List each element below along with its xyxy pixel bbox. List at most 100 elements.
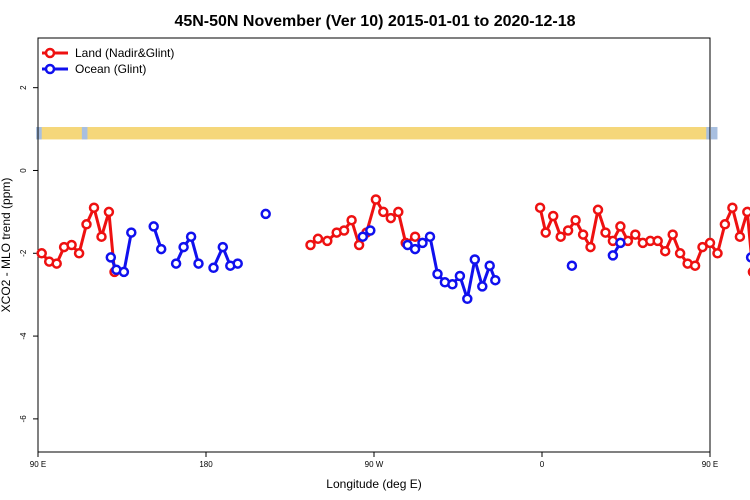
y-tick-label: -2 <box>19 249 28 257</box>
data-point <box>96 231 107 242</box>
data-point <box>88 202 100 213</box>
data-point <box>393 206 404 218</box>
data-point <box>667 229 678 240</box>
data-point <box>697 241 708 253</box>
data-point <box>615 221 626 232</box>
x-tick-label: 90 E <box>702 460 718 469</box>
data-point <box>66 239 77 251</box>
data-point <box>338 225 350 236</box>
data-point <box>378 206 389 218</box>
legend-label-land: Land (Nadir&Glint) <box>75 46 174 60</box>
data-point <box>353 239 365 251</box>
data-point <box>402 239 413 251</box>
data-point <box>126 227 137 238</box>
data-point <box>409 231 421 242</box>
data-point <box>534 202 546 213</box>
data-point <box>81 219 92 230</box>
x-tick-label: 90 W <box>365 460 384 469</box>
land-mask-strip <box>36 127 718 140</box>
data-point <box>322 235 333 247</box>
data-point <box>105 252 117 263</box>
data-point <box>585 241 596 253</box>
x-tick-label: 90 E <box>30 460 46 469</box>
data-point <box>727 202 738 213</box>
y-axis-label: XCO2 - MLO trend (ppm) <box>0 178 13 313</box>
data-point <box>652 235 663 247</box>
data-point <box>659 245 671 257</box>
data-point <box>185 231 197 242</box>
data-point <box>734 231 746 242</box>
data-point <box>370 194 382 205</box>
strip-ocean-band <box>706 127 710 140</box>
data-point <box>432 268 443 280</box>
data-point <box>178 241 189 253</box>
data-point <box>615 237 626 249</box>
data-point <box>469 254 481 265</box>
series-line <box>174 235 200 265</box>
x-axis: 90 E 180 90 W 0 90 E <box>30 452 718 469</box>
data-point <box>217 241 229 253</box>
data-point <box>607 250 619 261</box>
y-tick-label: 2 <box>19 85 28 90</box>
data-point <box>155 243 167 255</box>
data-point <box>409 243 421 255</box>
data-point <box>346 214 357 226</box>
data-point <box>454 270 466 282</box>
data-point <box>357 231 369 242</box>
data-point <box>540 227 551 238</box>
data-point <box>385 212 397 224</box>
data-point <box>566 260 578 271</box>
legend: Land (Nadir&Glint) Ocean (Glint) <box>42 46 174 76</box>
data-point <box>193 258 204 269</box>
data-point <box>674 248 686 259</box>
data-point <box>424 231 436 242</box>
data-point <box>462 293 473 305</box>
plot-frame <box>37 37 711 453</box>
data-point <box>148 221 159 232</box>
data-point <box>630 229 641 240</box>
data-point <box>36 248 47 259</box>
strip-ocean-band <box>81 127 88 140</box>
data-point <box>208 262 219 274</box>
data-point <box>447 279 458 290</box>
data-point <box>170 258 182 269</box>
data-point <box>490 274 501 286</box>
data-point <box>365 225 376 236</box>
legend-label-ocean: Ocean (Glint) <box>75 62 146 76</box>
data-point <box>232 258 243 269</box>
chart-title: 45N-50N November (Ver 10) 2015-01-01 to … <box>174 13 575 30</box>
x-tick-label: 0 <box>540 460 545 469</box>
strip-land-band <box>38 127 710 140</box>
data-point <box>719 219 731 230</box>
series-land <box>36 194 750 278</box>
data-point <box>577 229 589 240</box>
data-point <box>312 233 324 245</box>
data-point <box>484 260 495 271</box>
data-point <box>73 248 85 259</box>
series-ocean <box>105 208 750 305</box>
data-point <box>103 206 115 218</box>
data-point <box>547 210 559 222</box>
x-tick-label: 180 <box>199 460 213 469</box>
series-layer <box>36 194 750 305</box>
data-point <box>689 260 701 271</box>
y-tick-label: -6 <box>19 415 28 423</box>
data-point <box>555 231 566 242</box>
legend-marker-land <box>44 47 56 59</box>
data-point <box>305 239 316 251</box>
strip-ocean-band <box>710 127 718 140</box>
strip-ocean-band <box>36 127 42 140</box>
y-tick-label: -4 <box>19 332 28 340</box>
data-point <box>118 266 130 278</box>
legend-marker-ocean <box>44 63 56 75</box>
data-point <box>742 206 750 218</box>
data-point <box>417 237 428 249</box>
data-point <box>704 237 716 249</box>
data-point <box>712 248 723 259</box>
data-point <box>51 258 62 269</box>
y-tick-label: 0 <box>19 168 28 173</box>
data-point <box>570 214 581 226</box>
data-point <box>260 208 271 220</box>
data-point <box>592 204 604 216</box>
